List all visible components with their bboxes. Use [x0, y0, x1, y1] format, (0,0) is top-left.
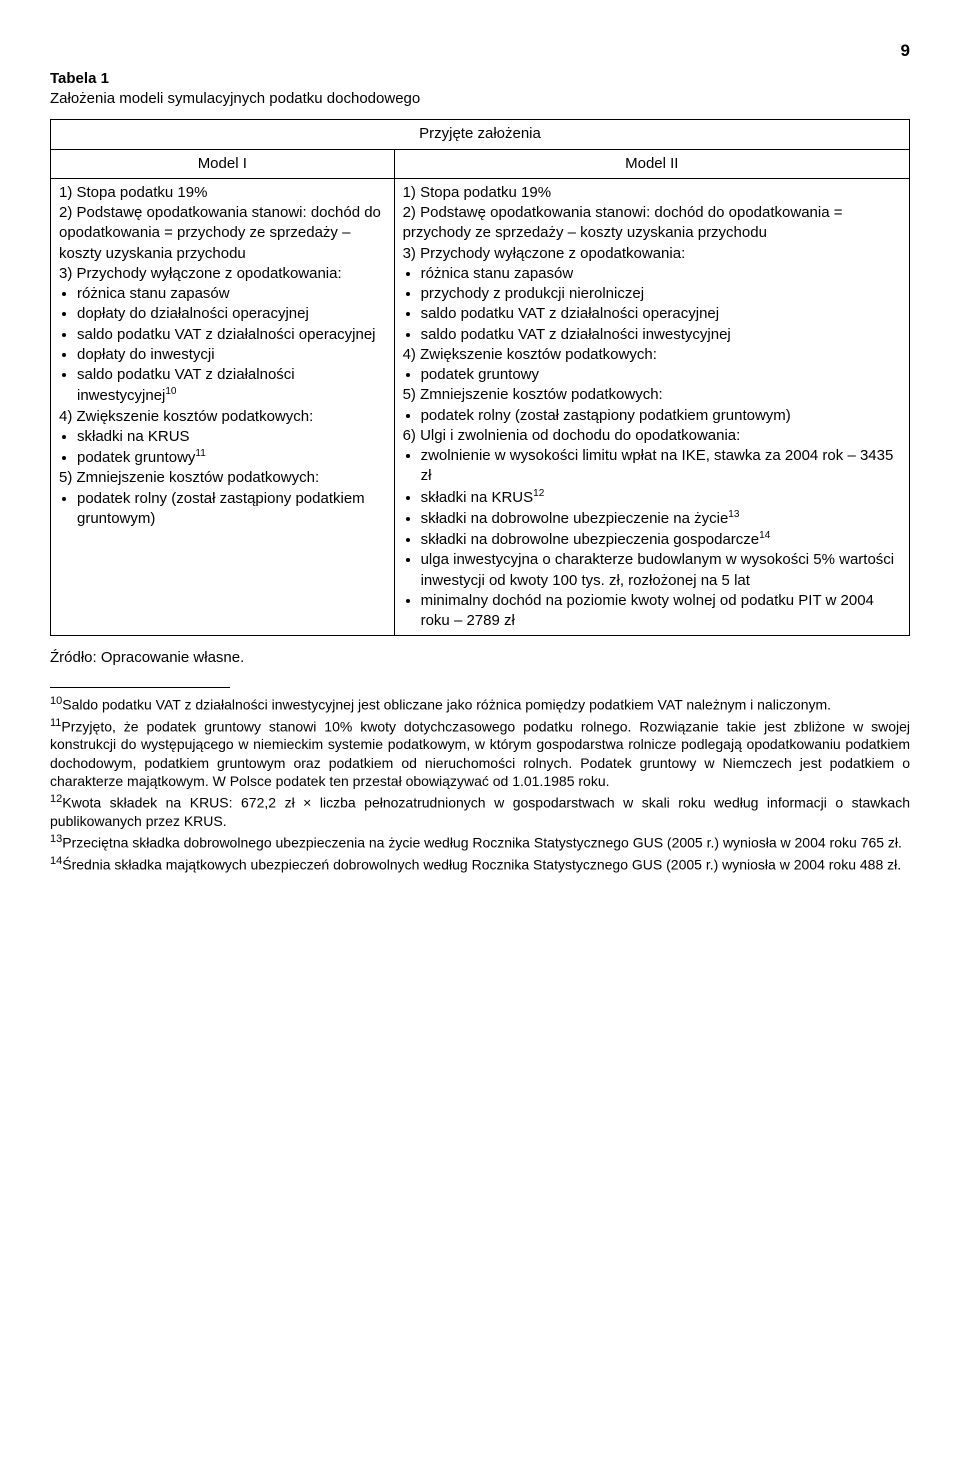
list-item: podatek gruntowy11	[77, 447, 386, 468]
subheader-model2: Model II	[394, 149, 909, 178]
table-label: Tabela 1	[50, 69, 910, 89]
list-item: składki na KRUS12	[421, 487, 901, 508]
cell-model2: 1) Stopa podatku 19% 2) Podstawę opodatk…	[394, 178, 909, 636]
m2-list4: podatek gruntowy	[403, 365, 901, 385]
header-merged: Przyjęte założenia	[51, 120, 910, 149]
list-item: przychody z produkcji nierolniczej	[421, 284, 901, 304]
footnote: 12Kwota składek na KRUS: 672,2 zł × licz…	[50, 792, 910, 830]
footnote: 13Przeciętna składka dobrowolnego ubezpi…	[50, 832, 910, 852]
m2-line3: 3) Przychody wyłączone z opodatkowania:	[403, 244, 901, 264]
list-item: minimalny dochód na poziomie kwoty wolne…	[421, 591, 901, 632]
list-item: saldo podatku VAT z działalności operacy…	[77, 325, 386, 345]
m2-line4: 4) Zwiększenie kosztów podatkowych:	[403, 345, 901, 365]
cell-model1: 1) Stopa podatku 19% 2) Podstawę opodatk…	[51, 178, 395, 636]
assumptions-table: Przyjęte założenia Model I Model II 1) S…	[50, 119, 910, 636]
list-item: składki na KRUS	[77, 427, 386, 447]
m2-line2: 2) Podstawę opodatkowania stanowi: dochó…	[403, 203, 901, 244]
footnote: 10Saldo podatku VAT z działalności inwes…	[50, 694, 910, 714]
m2-line1: 1) Stopa podatku 19%	[403, 183, 901, 203]
list-item: saldo podatku VAT z działalności operacy…	[421, 304, 901, 324]
m2-line6: 6) Ulgi i zwolnienia od dochodu do opoda…	[403, 426, 901, 446]
list-item: różnica stanu zapasów	[421, 264, 901, 284]
list-item: ulga inwestycyjna o charakterze budowlan…	[421, 550, 901, 591]
m1-line4: 4) Zwiększenie kosztów podatkowych:	[59, 407, 386, 427]
m2-line5: 5) Zmniejszenie kosztów podatkowych:	[403, 385, 901, 405]
m1-list3: różnica stanu zapasów dopłaty do działal…	[59, 284, 386, 407]
list-item: dopłaty do inwestycji	[77, 345, 386, 365]
footnotes-separator	[50, 687, 230, 688]
footnote: 11Przyjęto, że podatek gruntowy stanowi …	[50, 716, 910, 790]
list-item: dopłaty do działalności operacyjnej	[77, 304, 386, 324]
m1-line2: 2) Podstawę opodatkowania stanowi: dochó…	[59, 203, 386, 264]
m1-line3: 3) Przychody wyłączone z opodatkowania:	[59, 264, 386, 284]
list-item: saldo podatku VAT z działalności inwesty…	[77, 365, 386, 407]
subheader-model1: Model I	[51, 149, 395, 178]
footnote: 14Średnia składka majątkowych ubezpiecze…	[50, 854, 910, 874]
list-item: składki na dobrowolne ubezpieczenie na ż…	[421, 508, 901, 529]
list-item: składki na dobrowolne ubezpieczenia gosp…	[421, 529, 901, 550]
table-title: Założenia modeli symulacyjnych podatku d…	[50, 89, 910, 109]
m1-list4: składki na KRUS podatek gruntowy11	[59, 427, 386, 469]
m2-list5: podatek rolny (został zastąpiony podatki…	[403, 406, 901, 426]
list-item: podatek rolny (został zastąpiony podatki…	[421, 406, 901, 426]
m1-list5: podatek rolny (został zastąpiony podatki…	[59, 489, 386, 530]
list-item: saldo podatku VAT z działalności inwesty…	[421, 325, 901, 345]
list-item: podatek gruntowy	[421, 365, 901, 385]
m2-list3: różnica stanu zapasów przychody z produk…	[403, 264, 901, 345]
list-item: podatek rolny (został zastąpiony podatki…	[77, 489, 386, 530]
page-number: 9	[50, 40, 910, 63]
list-item: różnica stanu zapasów	[77, 284, 386, 304]
list-item: zwolnienie w wysokości limitu wpłat na I…	[421, 446, 901, 487]
m2-list6: zwolnienie w wysokości limitu wpłat na I…	[403, 446, 901, 631]
m1-line5: 5) Zmniejszenie kosztów podatkowych:	[59, 468, 386, 488]
m1-line1: 1) Stopa podatku 19%	[59, 183, 386, 203]
source-line: Źródło: Opracowanie własne.	[50, 648, 910, 668]
